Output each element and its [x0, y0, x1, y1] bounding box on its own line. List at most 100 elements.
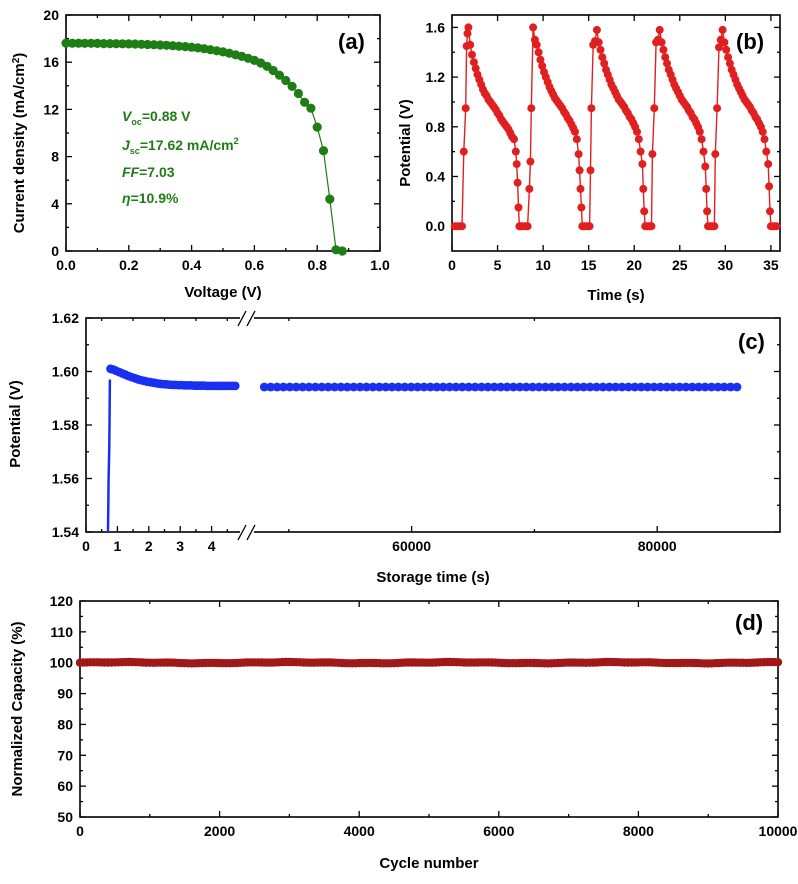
charge-discharge-point [724, 53, 733, 62]
storage-point [643, 382, 652, 392]
charge-discharge-point [461, 104, 470, 113]
storage-point [585, 382, 595, 392]
charge-discharge-point [464, 23, 473, 32]
panel-d-xtick-label: 4000 [344, 823, 375, 839]
storage-point [719, 382, 729, 392]
charge-discharge-point [523, 222, 532, 231]
panel-c-xtick-label: 80000 [638, 538, 677, 554]
panel-c-xtick-label: 2 [145, 538, 153, 554]
panel-c-ytick-label: 1.58 [52, 417, 79, 433]
storage-point [732, 382, 742, 392]
charge-discharge-point [576, 184, 585, 193]
storage-point [534, 382, 544, 392]
charge-discharge-line [454, 27, 527, 227]
charge-discharge-point [710, 222, 719, 231]
panel-c-frame [85, 317, 781, 533]
panel-d-ylabel: Normalized Capacity (%) [9, 621, 26, 796]
storage-point [649, 382, 659, 392]
panel-a-ytick-label: 0 [51, 243, 59, 259]
eta-annotation: η=10.9% [122, 190, 179, 206]
storage-point [230, 381, 240, 391]
charge-discharge-point [762, 147, 771, 156]
panel-a-xtick-label: 0.8 [307, 257, 327, 273]
charge-discharge-point [510, 135, 518, 144]
panel-b-xtick-label: 35 [763, 257, 779, 273]
storage-point [406, 382, 416, 392]
storage-point [259, 382, 269, 392]
storage-point [726, 382, 735, 392]
panel-a-ytick-label: 16 [43, 54, 59, 70]
storage-point [572, 382, 582, 392]
jv-point [300, 97, 310, 107]
storage-point [579, 382, 589, 392]
charge-discharge-point [713, 104, 722, 113]
storage-point [457, 382, 467, 392]
charge-discharge-point [596, 45, 605, 54]
charge-discharge-point [575, 166, 584, 175]
charge-discharge-point [594, 38, 603, 47]
jv-point [293, 88, 303, 99]
panel-c-ytick-label: 1.54 [52, 524, 79, 540]
storage-point [381, 382, 391, 392]
storage-point [675, 382, 684, 392]
storage-point [464, 382, 474, 392]
charge-discharge-line [650, 29, 714, 227]
charge-discharge-point [639, 184, 648, 193]
panel-d-xtick-label: 0 [76, 823, 84, 839]
storage-point [656, 382, 665, 392]
panel-a-annotations: Voc=0.88 V Jsc=17.62 mA/cm2 FF=7.03 η=10… [122, 108, 239, 206]
charge-discharge-point [534, 48, 543, 57]
storage-point [624, 382, 633, 392]
charge-discharge-point [468, 50, 476, 59]
panel-a-ytick-label: 12 [43, 101, 59, 117]
charge-discharge-point [585, 222, 594, 231]
storage-point [617, 382, 627, 392]
panel-a-xlabel: Voltage (V) [184, 284, 261, 301]
charge-discharge-point [511, 147, 520, 156]
panel-c-xtick-label: 0 [82, 538, 90, 554]
charge-discharge-point [640, 207, 649, 216]
panel-c-ylabel: Potential (V) [7, 380, 24, 468]
charge-discharge-point [663, 59, 671, 68]
panel-d-label: (d) [735, 610, 763, 635]
panel-b-xtick-label: 0 [448, 257, 456, 273]
charge-discharge-line [713, 29, 777, 227]
storage-point [374, 382, 384, 392]
charge-discharge-point [633, 127, 641, 136]
jv-point [268, 65, 278, 76]
storage-point [311, 382, 320, 392]
panel-b: 0 5 10 15 20 25 30 35 0.0 0.4 0.8 1.2 1.6 (b) Time (… [397, 14, 781, 304]
panel-a: 0.0 0.2 0.4 0.6 0.8 1.0 0 4 8 12 16 20 (a) Voltage … [11, 7, 390, 301]
charge-discharge-point [715, 43, 723, 52]
charge-discharge-point [592, 25, 601, 34]
charge-discharge-point [600, 59, 609, 68]
panel-d-xtick-label: 2000 [204, 823, 235, 839]
storage-point [707, 382, 716, 392]
panel-d-xtick-label: 10000 [759, 823, 798, 839]
charge-discharge-point [532, 40, 541, 49]
storage-point [509, 382, 518, 392]
charge-discharge-point [657, 38, 666, 47]
panel-b-ytick-label: 1.6 [426, 19, 446, 35]
panel-d-xtick-label: 6000 [483, 823, 514, 839]
panel-d-ytick-label: 70 [57, 747, 73, 763]
storage-point [323, 382, 333, 392]
panel-b-xlabel: Time (s) [587, 287, 644, 304]
charge-discharge-point [695, 127, 704, 136]
charge-discharge-point [647, 222, 656, 231]
charge-discharge-point [758, 127, 767, 136]
charge-discharge-point [529, 23, 538, 32]
charge-discharge-point [764, 160, 773, 169]
charge-discharge-point [587, 104, 596, 113]
charge-discharge-point [514, 203, 523, 212]
storage-point [662, 382, 672, 392]
panel-d-frame [79, 600, 779, 818]
charge-discharge-point [572, 135, 581, 144]
charge-discharge-point [655, 25, 664, 34]
charge-discharge-point [586, 166, 595, 175]
charge-discharge-point [659, 45, 668, 54]
panel-c-label: (c) [738, 329, 765, 354]
jv-point [325, 194, 335, 204]
storage-point [630, 382, 640, 392]
charge-discharge-point [661, 53, 670, 62]
